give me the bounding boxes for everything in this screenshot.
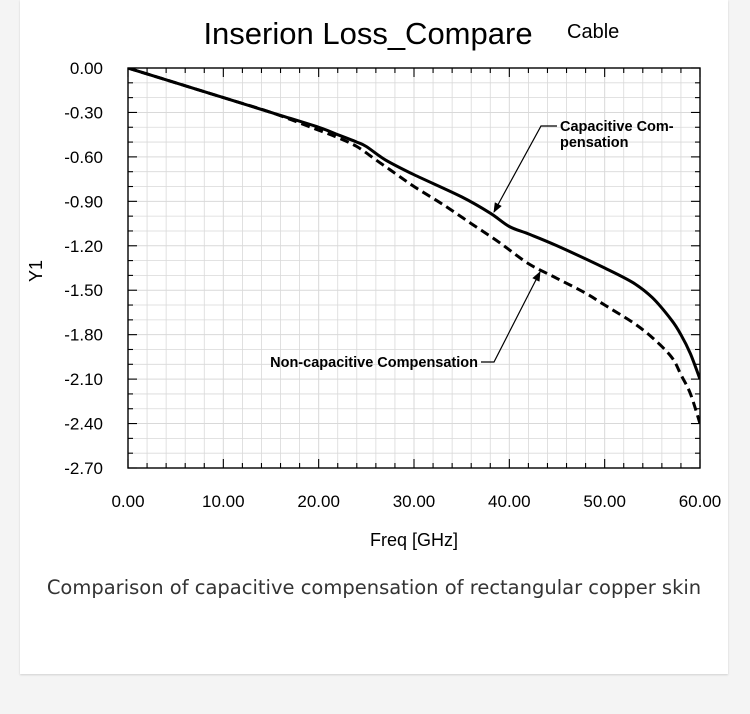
x-tick-label: 50.00: [583, 492, 626, 511]
y-tick-label: -2.10: [64, 370, 103, 389]
y-axis-label: Y1: [26, 260, 46, 282]
chart-subtitle: Cable: [567, 21, 619, 43]
annotation-arrow-non-capacitive: [481, 271, 541, 363]
annotations: Capacitive Com- pensation Non-capacitive…: [270, 119, 674, 371]
chart-title: Inserion Loss_Compare: [203, 16, 532, 51]
annotation-capacitive-line-1: Capacitive Com-: [560, 119, 674, 135]
figure-caption: Comparison of capacitive compensation of…: [46, 576, 702, 599]
annotation-non-capacitive: Non-capacitive Compensation: [270, 355, 478, 371]
y-tick-label: -0.90: [64, 192, 103, 211]
x-tick-labels: 0.00 10.00 20.00 30.00 40.00 50.00 60.00: [111, 492, 721, 511]
series-group: [128, 68, 700, 425]
y-tick-label: -1.20: [64, 237, 103, 256]
y-tick-label: -0.30: [64, 103, 103, 122]
y-tick-label: -2.40: [64, 415, 103, 434]
x-tick-label: 20.00: [297, 492, 340, 511]
y-tick-labels: 0.00 -0.30 -0.60 -0.90 -1.20 -1.50 -1.80 -2.10 -…: [64, 59, 103, 478]
x-axis-label: Freq [GHz]: [370, 530, 458, 550]
y-tick-label: 0.00: [70, 59, 103, 78]
x-tick-label: 0.00: [111, 492, 144, 511]
x-tick-label: 60.00: [679, 492, 722, 511]
x-tick-label: 40.00: [488, 492, 531, 511]
y-tick-label: -2.70: [64, 459, 103, 478]
plot-area-border: [127, 67, 701, 469]
series-line-non-capacitive: [128, 68, 700, 425]
annotation-capacitive-line-2: pensation: [560, 135, 628, 151]
annotation-arrow-capacitive: [493, 125, 557, 213]
x-tick-label: 30.00: [393, 492, 436, 511]
y-tick-label: -0.60: [64, 148, 103, 167]
y-tick-label: -1.50: [64, 281, 103, 300]
y-tick-label: -1.80: [64, 326, 103, 345]
plot-grid: [127, 67, 701, 469]
x-tick-label: 10.00: [202, 492, 245, 511]
